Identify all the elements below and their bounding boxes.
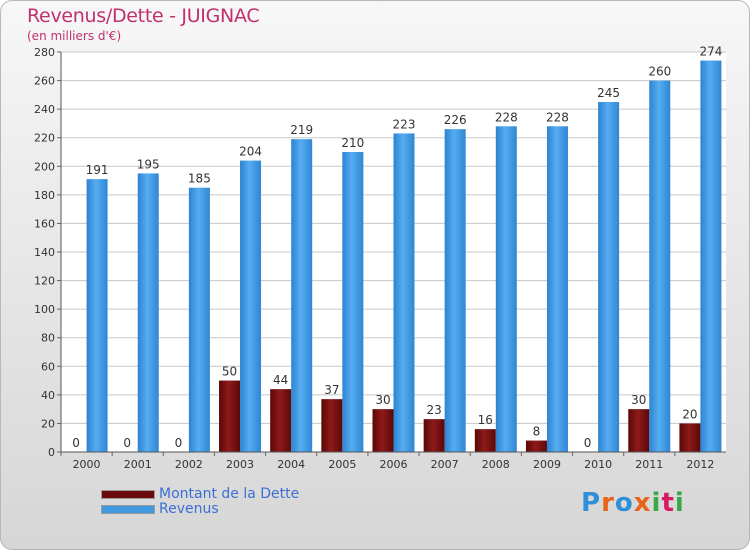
y-tick-label: 260: [34, 75, 55, 88]
bar-revenus-2006: [393, 133, 415, 452]
logo-letter-1: r: [601, 488, 615, 518]
value-label-revenus-2008: 228: [495, 110, 518, 124]
y-tick-label: 240: [34, 103, 55, 116]
bar-dette-2011: [628, 409, 650, 452]
x-tick-label: 2012: [686, 458, 714, 471]
bar-dette-2007: [423, 419, 445, 452]
y-tick-label: 180: [34, 189, 55, 202]
y-tick-label: 0: [48, 446, 55, 459]
logo-letter-4: i: [651, 488, 662, 518]
x-tick-label: 2001: [124, 458, 152, 471]
bar-revenus-2004: [291, 139, 313, 452]
bar-dette-2009: [525, 440, 547, 452]
value-label-dette-2002: 0: [175, 436, 183, 450]
bar-dette-2005: [321, 399, 343, 452]
x-tick-label: 2011: [635, 458, 663, 471]
logo-letter-0: P: [581, 488, 602, 518]
x-tick-label: 2000: [73, 458, 101, 471]
logo-letter-5: t: [661, 488, 675, 518]
bar-dette-2003: [219, 380, 241, 452]
chart-title: Revenus/Dette - JUIGNAC: [27, 5, 260, 27]
value-label-revenus-2010: 245: [597, 86, 620, 100]
proxiti-logo: Proxiti: [581, 488, 685, 518]
y-tick-label: 120: [34, 275, 55, 288]
value-label-dette-2001: 0: [123, 436, 131, 450]
value-label-revenus-2003: 204: [239, 145, 262, 159]
logo-letter-2: o: [614, 488, 634, 518]
bar-revenus-2011: [649, 80, 671, 453]
bar-dette-2008: [474, 429, 496, 452]
legend-label-revenus: Revenus: [159, 501, 219, 517]
x-tick-label: 2009: [533, 458, 561, 471]
y-tick-label: 220: [34, 132, 55, 145]
value-label-dette-2012: 20: [682, 407, 697, 421]
y-tick-label: 200: [34, 160, 55, 173]
value-label-revenus-2012: 274: [699, 45, 722, 59]
x-tick-label: 2002: [175, 458, 203, 471]
y-tick-label: 20: [41, 417, 55, 430]
value-label-revenus-2005: 210: [341, 136, 364, 150]
value-label-revenus-2009: 228: [546, 110, 569, 124]
value-label-dette-2006: 30: [375, 393, 390, 407]
logo-letter-3: x: [633, 488, 652, 518]
value-label-dette-2008: 16: [478, 413, 493, 427]
legend-item-dette: Montant de la Dette: [101, 487, 299, 502]
legend-swatch-dette: [101, 490, 155, 499]
y-tick-label: 60: [41, 360, 55, 373]
logo-letter-6: i: [674, 488, 685, 518]
bar-revenus-2008: [495, 126, 517, 453]
value-label-revenus-2006: 223: [393, 117, 416, 131]
y-tick-label: 80: [41, 332, 55, 345]
value-label-revenus-2000: 191: [86, 163, 109, 177]
legend-swatch-revenus: [101, 505, 155, 514]
bar-revenus-2010: [598, 102, 620, 452]
bar-revenus-2007: [444, 129, 466, 452]
value-label-dette-2011: 30: [631, 393, 646, 407]
bar-revenus-2000: [86, 179, 108, 452]
value-label-dette-2009: 8: [533, 425, 541, 439]
bar-dette-2004: [270, 389, 292, 452]
value-label-dette-2004: 44: [273, 373, 288, 387]
x-tick-label: 2007: [431, 458, 459, 471]
legend: Montant de la Dette Revenus: [101, 487, 299, 517]
y-tick-label: 100: [34, 303, 55, 316]
value-label-dette-2007: 23: [427, 403, 442, 417]
bars-group: [86, 60, 722, 453]
value-label-revenus-2011: 260: [648, 65, 671, 79]
value-label-dette-2003: 50: [222, 365, 237, 379]
value-label-dette-2000: 0: [72, 436, 80, 450]
y-tick-label: 140: [34, 246, 55, 259]
y-tick-label: 160: [34, 217, 55, 230]
x-tick-label: 2010: [584, 458, 612, 471]
x-tick-label: 2004: [277, 458, 305, 471]
bar-revenus-2009: [546, 126, 568, 453]
x-tick-label: 2005: [328, 458, 356, 471]
axes-group: 0204060801001201401601802002202402602802…: [34, 46, 726, 471]
chart-subtitle: (en milliers d'€): [27, 29, 122, 43]
value-label-revenus-2001: 195: [137, 157, 160, 171]
bar-revenus-2012: [700, 60, 722, 452]
y-tick-label: 40: [41, 389, 55, 402]
value-label-revenus-2007: 226: [444, 113, 467, 127]
bar-dette-2006: [372, 409, 394, 452]
bar-revenus-2005: [342, 152, 364, 452]
bar-revenus-2002: [188, 187, 210, 452]
bar-dette-2012: [679, 423, 701, 452]
bar-revenus-2003: [240, 160, 262, 453]
x-tick-label: 2008: [482, 458, 510, 471]
value-label-revenus-2002: 185: [188, 172, 211, 186]
x-tick-label: 2006: [380, 458, 408, 471]
value-label-dette-2010: 0: [584, 436, 592, 450]
value-label-dette-2005: 37: [324, 383, 339, 397]
legend-label-dette: Montant de la Dette: [159, 486, 300, 502]
value-label-revenus-2004: 219: [290, 123, 313, 137]
bar-revenus-2001: [137, 173, 159, 452]
x-tick-label: 2003: [226, 458, 254, 471]
value-labels-group: 0 191 0 195 0 185 50 204 44 219 37 210 30 223 23 226 16 2…: [72, 45, 722, 450]
legend-item-revenus: Revenus: [101, 502, 299, 517]
y-tick-label: 280: [34, 46, 55, 59]
